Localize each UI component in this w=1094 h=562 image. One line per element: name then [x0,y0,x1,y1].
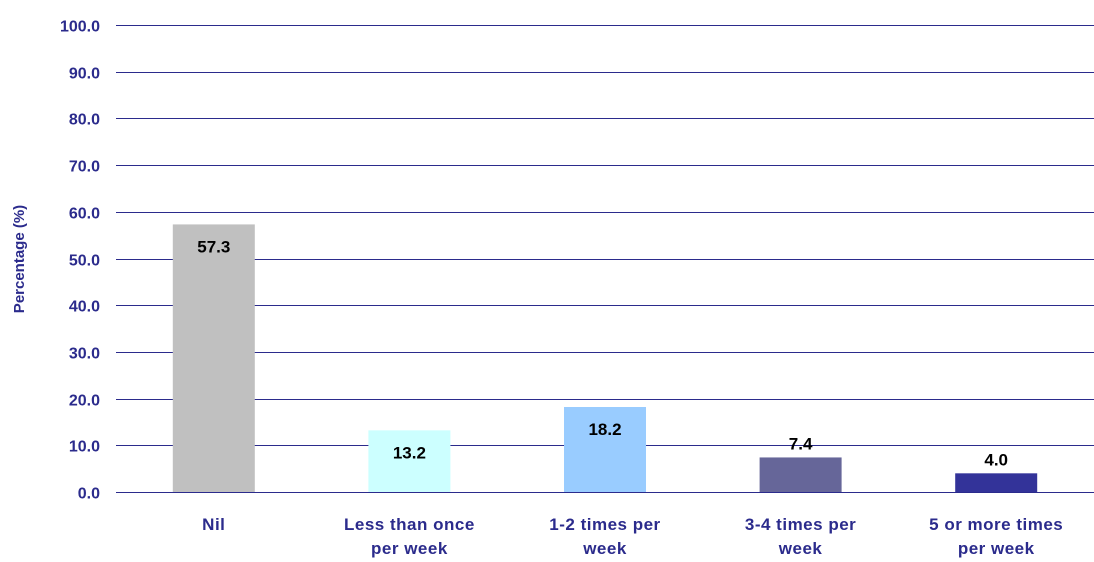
y-tick-label: 30.0 [69,346,100,363]
bar [172,224,255,492]
x-tick-label-line: 5 or more times [929,515,1063,534]
x-tick-label: Less than once per week [344,515,475,558]
y-tick-label: 80.0 [69,112,100,129]
x-tick-label: 5 or more times per week [929,515,1063,558]
bar [955,473,1038,492]
x-tick-label-line: per week [958,539,1035,558]
bar [564,407,646,492]
y-tick-label: 20.0 [69,393,100,410]
x-tick-label-line: 3-4 times per [745,515,856,534]
x-tick-label-line: Nil [202,515,225,534]
y-tick-label: 10.0 [69,439,100,456]
data-label: 13.2 [393,443,426,462]
x-tick-label-line: Less than once [344,515,475,534]
x-tick-label: 3-4 times per week [745,515,856,558]
data-label: 18.2 [588,420,621,439]
data-label: 4.0 [984,450,1008,469]
y-tick-label: 0.0 [78,486,100,503]
y-tick-label: 40.0 [69,299,100,316]
x-tick-label-line: week [778,539,823,558]
data-label: 7.4 [789,434,813,453]
x-tick-label-line: week [582,539,627,558]
y-tick-label: 100.0 [60,19,100,36]
x-tick-label-line: 1-2 times per [549,515,660,534]
x-tick-label: 1-2 times per week [549,515,660,558]
x-tick-label: Nil [202,515,225,534]
gridlines [116,25,1094,493]
y-tick-label: 90.0 [69,66,100,83]
bar [759,457,842,492]
bar [368,430,451,492]
value-labels: 57.3 13.2 18.2 7.4 4.0 [197,237,1008,469]
bars [172,224,1038,492]
x-axis-category-labels: Nil Less than once per week 1-2 times per we… [202,515,1063,558]
y-tick-label: 60.0 [69,206,100,223]
y-tick-label: 50.0 [69,253,100,270]
x-tick-label-line: per week [371,539,448,558]
y-axis-title: Percentage (%) [11,205,28,313]
y-axis-tick-labels: 0.0 10.0 20.0 30.0 40.0 50.0 60.0 70.0 80.0 90.0 1… [60,19,100,503]
y-tick-label: 70.0 [69,159,100,176]
data-label: 57.3 [197,237,230,256]
